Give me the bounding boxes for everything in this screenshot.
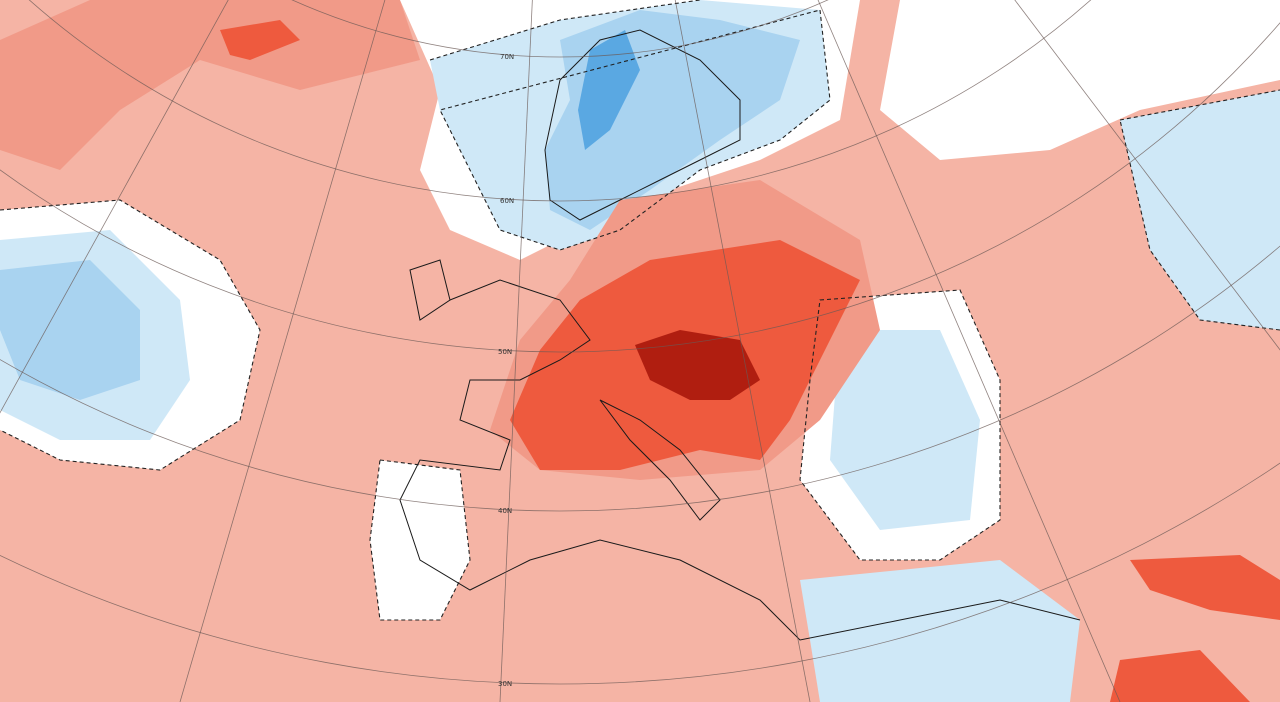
hot-field <box>220 20 300 60</box>
cool-field <box>800 560 1080 702</box>
latitude-label: 60N <box>500 197 514 205</box>
cold-field <box>578 30 640 150</box>
contour <box>369 459 471 621</box>
dashed-contours <box>0 0 1280 621</box>
meridian <box>817 0 1121 702</box>
latitude-line <box>291 0 829 58</box>
meridian <box>1014 0 1280 351</box>
warm-field <box>0 0 420 170</box>
meridian <box>499 0 533 702</box>
coastline <box>599 399 721 521</box>
cool-field <box>830 330 980 530</box>
contour <box>1119 89 1280 331</box>
latitude-label: 40N <box>498 507 512 515</box>
latitude-label: 70N <box>500 53 514 61</box>
meridian <box>674 0 811 702</box>
neutral-field <box>880 0 1280 160</box>
latitude-line <box>29 0 1091 202</box>
latitude-line <box>0 22 1280 353</box>
latitude-line <box>0 462 1280 685</box>
meridian <box>179 0 386 702</box>
hot-field <box>1110 650 1250 702</box>
very-hot-field <box>635 330 760 400</box>
cool-field <box>0 260 140 400</box>
contour <box>429 0 831 251</box>
latitude-label: 30N <box>498 680 512 688</box>
neutral-field <box>370 460 470 620</box>
latitude-label: 50N <box>498 348 512 356</box>
hot-field <box>1130 555 1280 620</box>
cool-field <box>1120 90 1280 330</box>
coastlines <box>399 29 1081 641</box>
latitude-labels: 70N 60N 50N 40N 30N <box>498 53 514 688</box>
coastline <box>399 279 1081 641</box>
coastline <box>409 259 451 321</box>
meridian <box>0 0 229 414</box>
contour <box>799 289 1001 561</box>
coastline <box>544 29 741 221</box>
latitude-line <box>0 245 1280 512</box>
